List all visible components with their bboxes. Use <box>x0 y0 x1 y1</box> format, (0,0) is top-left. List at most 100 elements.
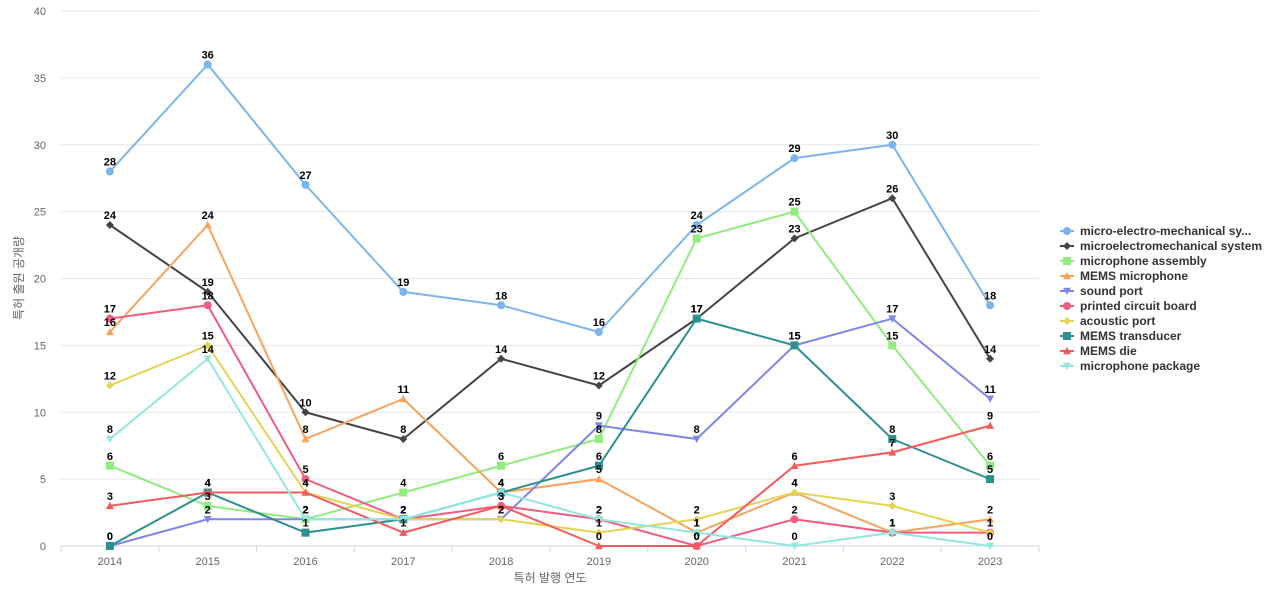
data-label: 8 <box>302 424 308 436</box>
series-line <box>109 424 991 547</box>
legend-item[interactable]: sound port <box>1060 284 1143 298</box>
data-point <box>594 475 603 483</box>
data-point <box>790 515 799 524</box>
data-label: 19 <box>397 277 409 289</box>
data-point <box>105 167 114 176</box>
legend-item[interactable]: MEMS transducer <box>1060 329 1182 343</box>
data-point <box>888 529 897 537</box>
legend-marker <box>1063 302 1071 310</box>
y-tick-label: 40 <box>34 6 46 18</box>
legend-marker <box>1063 347 1071 355</box>
series-line <box>109 224 991 534</box>
data-point <box>203 341 212 350</box>
data-label: 6 <box>791 451 797 463</box>
data-point <box>986 542 995 550</box>
data-point <box>888 140 897 149</box>
data-point <box>790 488 799 497</box>
data-label: 29 <box>788 143 800 155</box>
data-label: 30 <box>886 130 898 142</box>
data-point <box>497 354 506 363</box>
legend-label: sound port <box>1080 284 1143 298</box>
legend-item[interactable]: MEMS die <box>1060 344 1137 358</box>
data-label: 3 <box>205 491 211 503</box>
data-label: 0 <box>107 531 113 543</box>
data-point <box>497 515 506 524</box>
legend-label: printed circuit board <box>1080 299 1197 313</box>
data-label: 4 <box>205 478 212 490</box>
series-6 <box>105 341 995 537</box>
data-label: 14 <box>202 344 215 356</box>
data-point <box>888 435 897 443</box>
data-label: 14 <box>984 344 997 356</box>
data-point <box>692 221 701 229</box>
data-point <box>399 516 408 524</box>
legend-item[interactable]: micro-electro-mechanical sy... <box>1060 224 1251 238</box>
y-tick-label: 20 <box>34 274 46 286</box>
data-label: 4 <box>791 478 798 490</box>
data-point <box>301 408 310 417</box>
data-label: 2 <box>596 504 602 516</box>
data-label: 2 <box>498 504 504 516</box>
data-label: 17 <box>691 304 703 316</box>
data-label: 0 <box>791 531 797 543</box>
legend-marker <box>1063 317 1071 325</box>
data-point <box>203 516 212 524</box>
x-axis: 2014 2015 2016 2017 2018 2019 2020 2021 2022 2023 <box>60 546 1040 568</box>
data-point <box>594 435 603 443</box>
series-0 <box>105 60 995 336</box>
data-label: 1 <box>694 518 700 530</box>
series-2 <box>105 207 995 524</box>
data-point <box>888 341 897 350</box>
data-label: 19 <box>202 277 214 289</box>
data-label: 24 <box>202 210 215 222</box>
legend-item[interactable]: printed circuit board <box>1060 299 1197 313</box>
data-label: 17 <box>691 304 703 316</box>
data-point <box>497 489 506 497</box>
data-point <box>105 221 114 229</box>
legend-label: microphone assembly <box>1080 254 1207 268</box>
data-label: 14 <box>495 344 508 356</box>
data-label: 2 <box>400 504 406 516</box>
series-5 <box>105 301 995 550</box>
legend-item[interactable]: acoustic port <box>1060 314 1155 328</box>
data-point <box>203 355 212 363</box>
legend-item[interactable]: microphone assembly <box>1060 254 1207 268</box>
data-point <box>301 435 310 443</box>
data-label: 1 <box>987 518 993 530</box>
data-label: 1 <box>694 518 700 530</box>
legend-item[interactable]: microelectromechanical system <box>1060 239 1262 253</box>
data-label: 24 <box>691 210 704 222</box>
data-label: 3 <box>498 491 504 503</box>
x-tick-label: 2015 <box>195 556 219 568</box>
data-point <box>594 422 603 430</box>
series-line <box>109 197 991 440</box>
data-point <box>105 435 114 443</box>
legend-label: MEMS die <box>1080 344 1137 358</box>
data-label: 0 <box>694 531 700 543</box>
data-point <box>986 528 995 537</box>
data-point <box>986 301 995 310</box>
legend-item[interactable]: microphone package <box>1060 359 1200 373</box>
data-point <box>790 154 799 163</box>
data-label: 2 <box>400 504 406 516</box>
data-point <box>888 448 897 456</box>
data-label: 2 <box>400 504 406 516</box>
data-point <box>888 315 897 323</box>
legend-item[interactable]: MEMS microphone <box>1060 269 1188 283</box>
data-label: 8 <box>694 424 700 436</box>
data-label: 0 <box>596 531 602 543</box>
data-point <box>692 314 701 323</box>
data-point <box>692 515 701 524</box>
data-labels: 2836271918162429301824191081412172326146… <box>104 50 997 544</box>
series-line <box>109 344 991 534</box>
legend: micro-electro-mechanical sy...microelect… <box>1060 224 1262 373</box>
data-point <box>105 328 114 336</box>
data-label: 25 <box>788 197 800 209</box>
series-group <box>105 60 995 550</box>
series-line <box>109 317 991 547</box>
data-point <box>301 475 310 484</box>
data-point <box>105 461 114 470</box>
series-line <box>109 63 991 333</box>
data-label: 24 <box>104 210 117 222</box>
